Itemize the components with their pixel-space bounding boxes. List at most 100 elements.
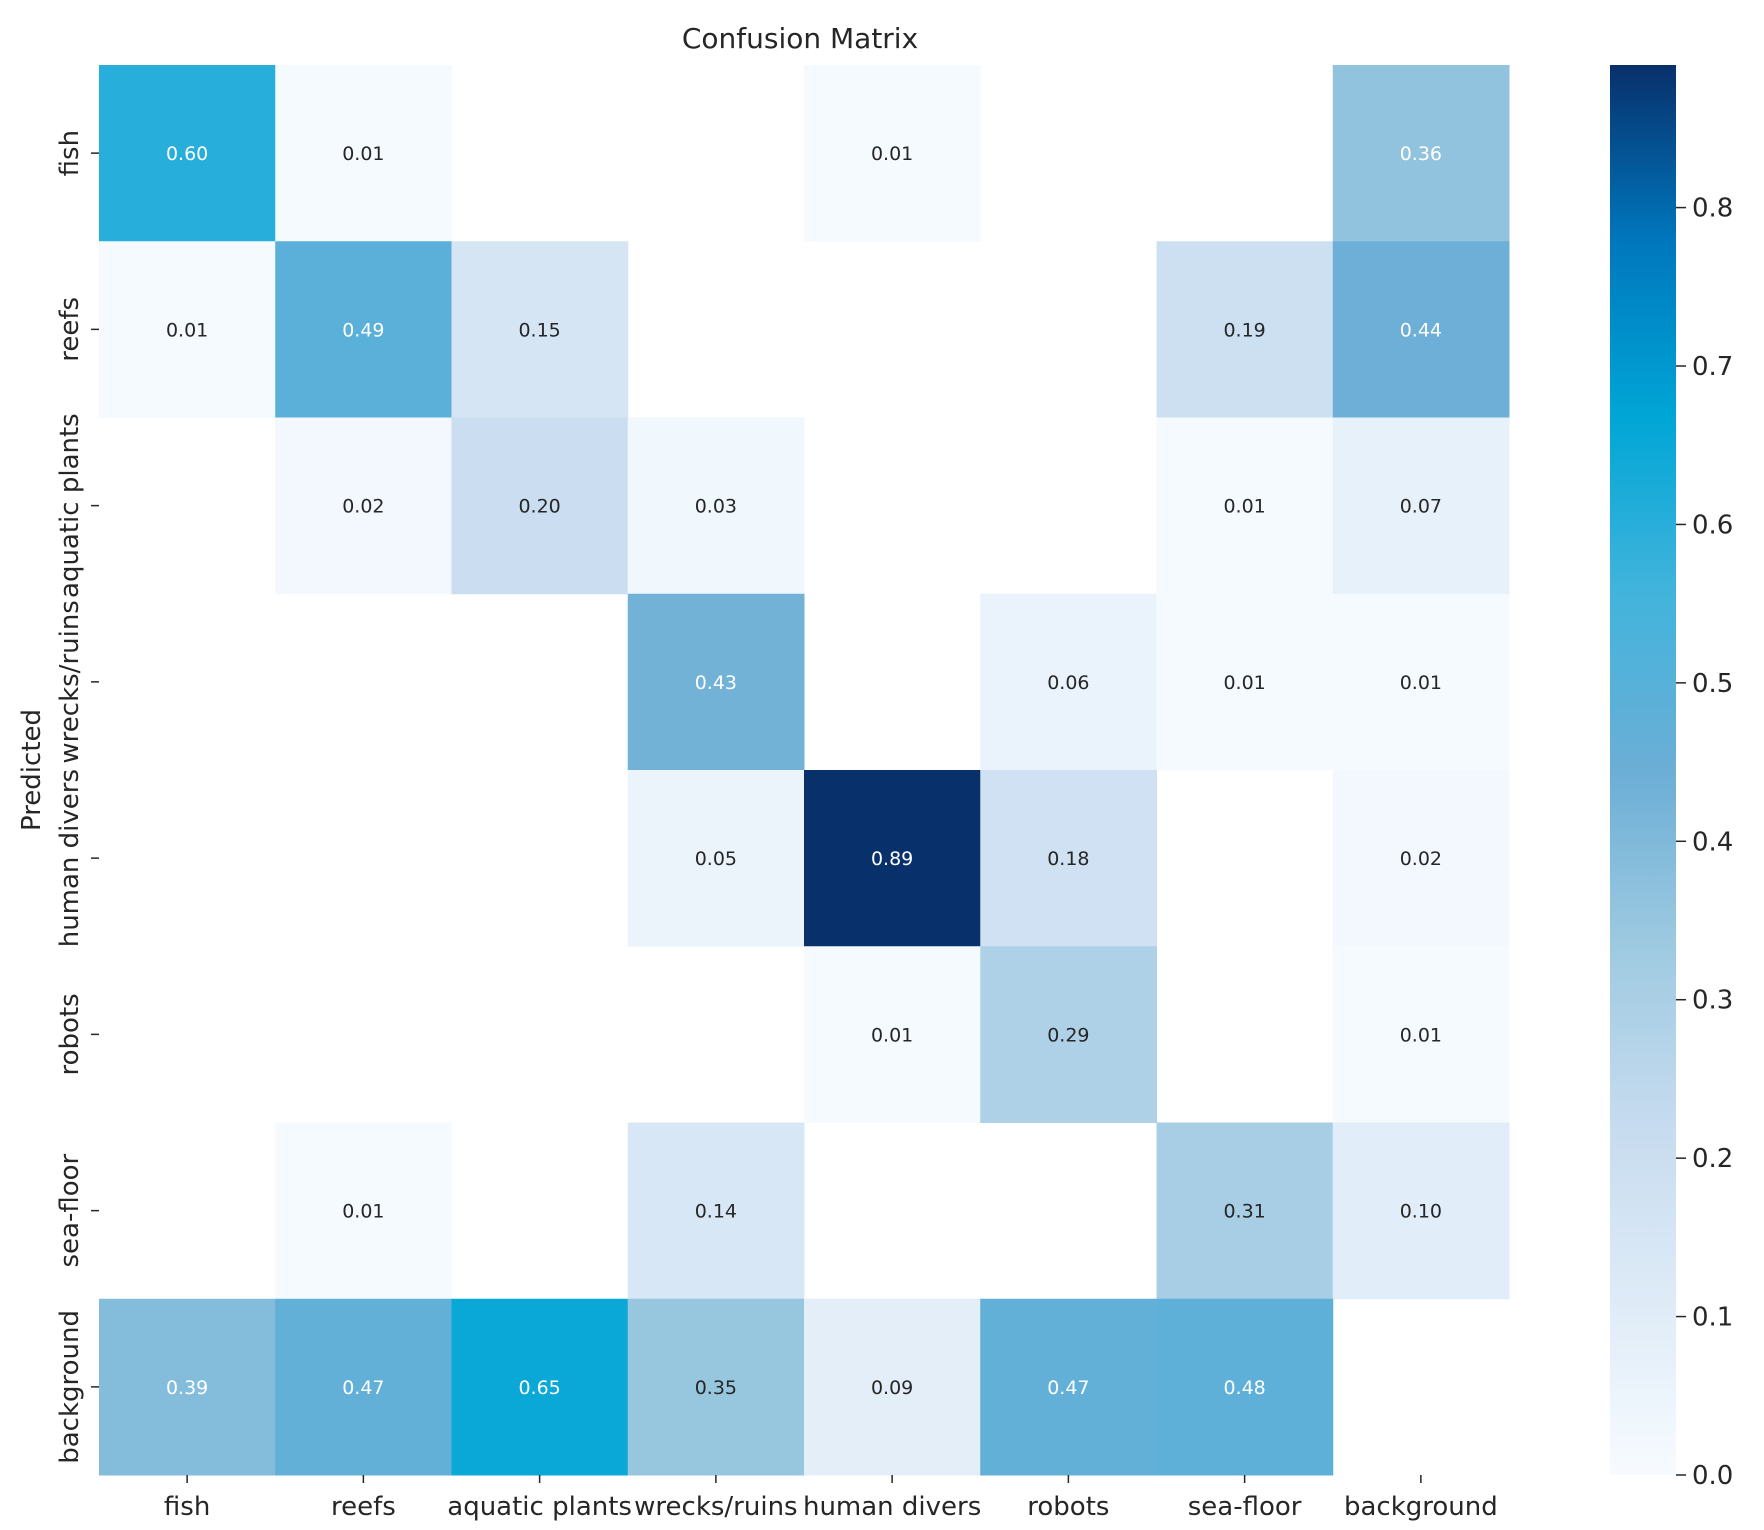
cell-value-label: 0.10	[1400, 1201, 1442, 1223]
cell-labels: 0.60 0.01 0.01 0.36 0.01 0.49 0.15 0.19 0.44 0.02…	[166, 143, 1442, 1399]
heatmap-cell	[980, 770, 1157, 947]
cell-value-label: 0.01	[1223, 672, 1265, 694]
cell-value-label: 0.65	[518, 1377, 560, 1399]
cell-value-label: 0.19	[1223, 319, 1265, 341]
cell-value-label: 0.01	[1400, 672, 1442, 694]
heatmap-cell	[1156, 1122, 1334, 1300]
cell-value-label: 0.07	[1400, 496, 1442, 518]
y-tick-label: background	[55, 1310, 85, 1464]
cell-value-label: 0.15	[518, 319, 560, 341]
heatmap-cell	[1332, 1122, 1510, 1300]
heatmap-cell	[980, 946, 1157, 1123]
cell-value-label: 0.01	[342, 143, 384, 165]
heatmap-cell	[627, 417, 805, 595]
heatmap-cell	[1332, 770, 1510, 947]
cell-value-label: 0.36	[1400, 143, 1442, 165]
cell-value-label: 0.43	[695, 672, 737, 694]
x-tick-label: background	[1344, 1492, 1498, 1522]
heatmap-cell	[99, 241, 276, 418]
y-tick-label: aquatic plants	[55, 413, 85, 598]
colorbar-tick-label: 0.6	[1692, 510, 1733, 540]
cell-value-label: 0.60	[166, 143, 208, 165]
heatmap-cell	[1156, 593, 1334, 771]
heatmap-cell	[1156, 1298, 1334, 1476]
cell-value-label: 0.01	[1223, 496, 1265, 518]
x-tick-label: fish	[164, 1492, 210, 1522]
y-tick-label: reefs	[55, 297, 85, 362]
heatmap-cell	[627, 593, 805, 771]
heatmap-cells	[99, 65, 1510, 1476]
cell-value-label: 0.29	[1047, 1024, 1089, 1046]
y-tick-label: fish	[55, 130, 85, 176]
cell-value-label: 0.14	[695, 1201, 737, 1223]
heatmap-cell	[627, 1298, 805, 1476]
heatmap-cell	[275, 241, 452, 418]
heatmap-cell	[1332, 593, 1510, 771]
y-tick-label: wrecks/ruins	[55, 600, 85, 763]
heatmap-cell	[804, 946, 981, 1123]
colorbar-ticks: 0.0 0.1 0.2 0.3 0.4 0.5 0.6 0.7 0.8	[1676, 194, 1733, 1491]
heatmap-cell	[275, 1298, 452, 1476]
x-tick-label: sea-floor	[1188, 1492, 1302, 1522]
cell-value-label: 0.02	[342, 496, 384, 518]
heatmap-cell	[1156, 417, 1334, 595]
heatmap-cell	[275, 417, 452, 595]
colorbar-tick-label: 0.7	[1692, 352, 1733, 382]
cell-value-label: 0.09	[871, 1377, 913, 1399]
colorbar-tick-label: 0.5	[1692, 669, 1733, 699]
cell-value-label: 0.89	[871, 848, 913, 870]
heatmap-cell	[451, 1298, 629, 1476]
cell-value-label: 0.47	[1047, 1377, 1089, 1399]
x-tick-label: wrecks/ruins	[634, 1492, 797, 1522]
heatmap-cell	[804, 1298, 981, 1476]
heatmap-cell	[627, 1122, 805, 1300]
heatmap-cell	[1332, 946, 1510, 1123]
x-tick-label: aquatic plants	[447, 1492, 632, 1522]
heatmap-cell	[99, 65, 276, 242]
cell-value-label: 0.44	[1400, 319, 1442, 341]
heatmap-cell	[1332, 241, 1510, 418]
cell-value-label: 0.01	[871, 143, 913, 165]
x-tick-label: reefs	[331, 1492, 396, 1522]
cell-value-label: 0.20	[518, 496, 560, 518]
cell-value-label: 0.05	[695, 848, 737, 870]
heatmap-cell	[1332, 417, 1510, 595]
x-tick-label: robots	[1027, 1492, 1109, 1522]
heatmap-cell	[451, 241, 629, 418]
heatmap-cell	[275, 65, 452, 242]
cell-value-label: 0.47	[342, 1377, 384, 1399]
chart-title: Confusion Matrix	[682, 22, 918, 55]
cell-value-label: 0.48	[1223, 1377, 1265, 1399]
colorbar-tick-label: 0.2	[1692, 1144, 1733, 1174]
cell-value-label: 0.39	[166, 1377, 208, 1399]
colorbar-tick-label: 0.3	[1692, 986, 1733, 1016]
cell-value-label: 0.06	[1047, 672, 1089, 694]
heatmap-cell	[275, 1122, 452, 1300]
x-axis: fish reefs aquatic plants wrecks/ruins human…	[164, 1475, 1498, 1522]
cell-value-label: 0.01	[166, 319, 208, 341]
cell-value-label: 0.35	[695, 1377, 737, 1399]
cell-value-label: 0.01	[871, 1024, 913, 1046]
cell-value-label: 0.01	[342, 1201, 384, 1223]
heatmap-cell	[99, 1298, 276, 1476]
heatmap-cell	[980, 1298, 1157, 1476]
cell-value-label: 0.49	[342, 319, 384, 341]
heatmap-cell	[1156, 241, 1334, 418]
cell-value-label: 0.01	[1400, 1024, 1442, 1046]
x-tick-label: human divers	[803, 1492, 981, 1522]
colorbar-tick-label: 0.1	[1692, 1303, 1733, 1333]
colorbar-tick-label: 0.0	[1692, 1461, 1733, 1491]
colorbar-tick-label: 0.4	[1692, 827, 1733, 857]
y-tick-label: robots	[55, 993, 85, 1075]
heatmap-cell	[980, 593, 1157, 771]
heatmap-cell	[451, 417, 629, 595]
heatmap-cell	[627, 770, 805, 947]
y-axis-label: Predicted	[17, 709, 47, 831]
heatmap-cell	[804, 770, 981, 947]
cell-value-label: 0.02	[1400, 848, 1442, 870]
y-tick-label: sea-floor	[55, 1153, 85, 1267]
heatmap-cell	[804, 65, 981, 242]
cell-value-label: 0.31	[1223, 1201, 1265, 1223]
